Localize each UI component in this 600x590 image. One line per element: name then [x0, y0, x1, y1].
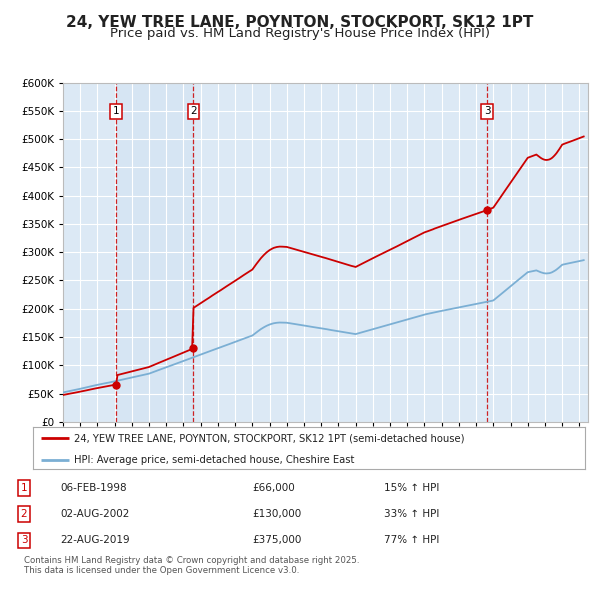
Text: £375,000: £375,000 — [252, 536, 301, 546]
Text: Contains HM Land Registry data © Crown copyright and database right 2025.
This d: Contains HM Land Registry data © Crown c… — [24, 556, 359, 575]
Text: £130,000: £130,000 — [252, 509, 301, 519]
Text: 15% ↑ HPI: 15% ↑ HPI — [384, 483, 439, 493]
Text: 24, YEW TREE LANE, POYNTON, STOCKPORT, SK12 1PT (semi-detached house): 24, YEW TREE LANE, POYNTON, STOCKPORT, S… — [74, 433, 465, 443]
Text: 24, YEW TREE LANE, POYNTON, STOCKPORT, SK12 1PT: 24, YEW TREE LANE, POYNTON, STOCKPORT, S… — [67, 15, 533, 30]
Text: 22-AUG-2019: 22-AUG-2019 — [60, 536, 130, 546]
Text: 33% ↑ HPI: 33% ↑ HPI — [384, 509, 439, 519]
Text: £66,000: £66,000 — [252, 483, 295, 493]
Text: 77% ↑ HPI: 77% ↑ HPI — [384, 536, 439, 546]
Text: 1: 1 — [113, 106, 119, 116]
Text: 2: 2 — [190, 106, 197, 116]
Text: 06-FEB-1998: 06-FEB-1998 — [60, 483, 127, 493]
Bar — [116, 83, 193, 422]
Text: 3: 3 — [20, 536, 28, 546]
Text: 3: 3 — [484, 106, 490, 116]
Text: Price paid vs. HM Land Registry's House Price Index (HPI): Price paid vs. HM Land Registry's House … — [110, 27, 490, 40]
Text: HPI: Average price, semi-detached house, Cheshire East: HPI: Average price, semi-detached house,… — [74, 455, 355, 465]
Text: 02-AUG-2002: 02-AUG-2002 — [60, 509, 130, 519]
Text: 1: 1 — [20, 483, 28, 493]
Text: 2: 2 — [20, 509, 28, 519]
